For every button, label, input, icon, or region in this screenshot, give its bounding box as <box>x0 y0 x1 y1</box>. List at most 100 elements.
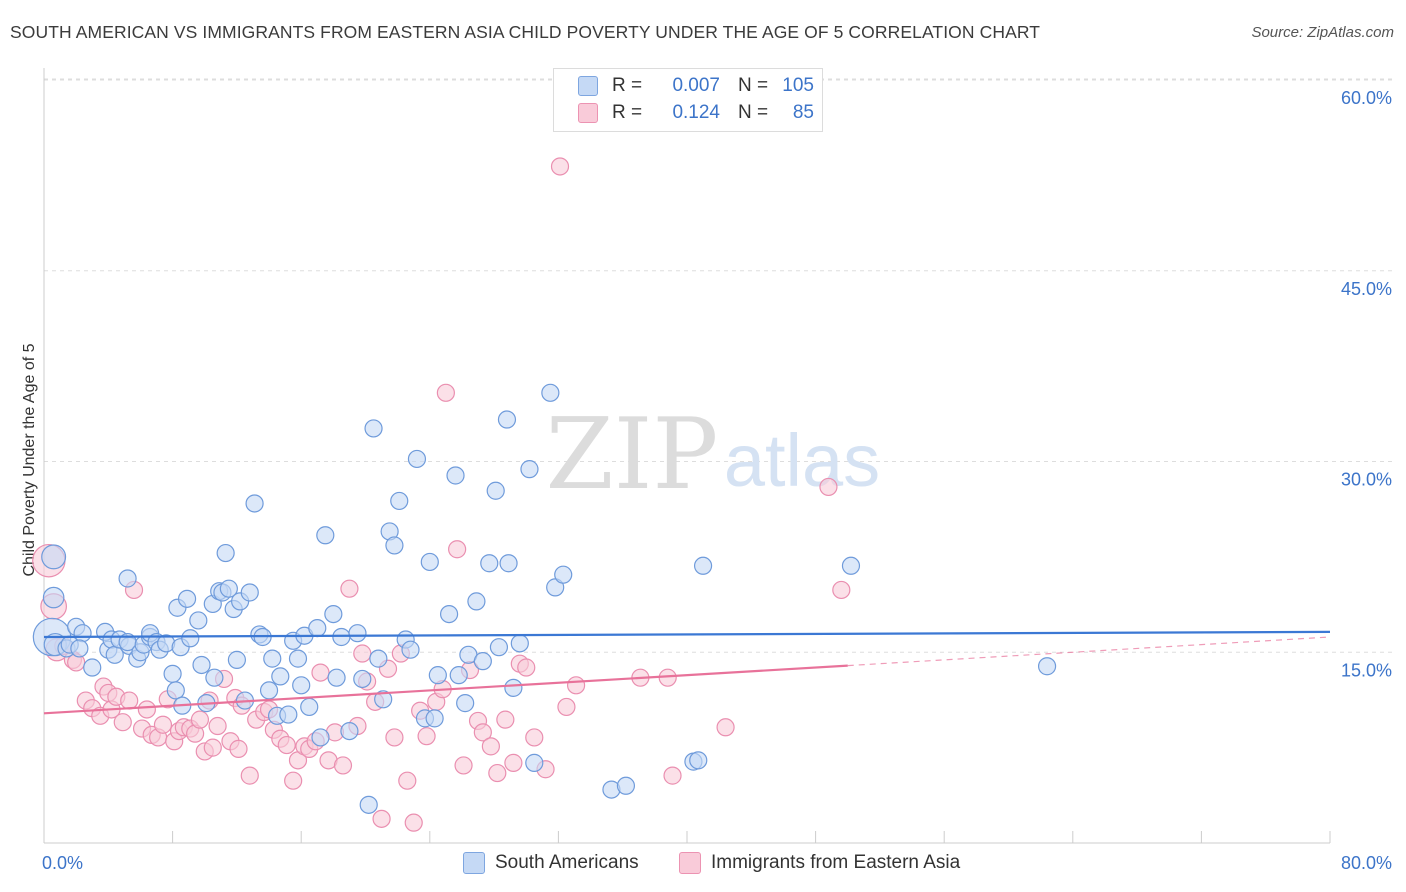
legend-label-eastern-asia: Immigrants from Eastern Asia <box>711 852 961 873</box>
point-south-americans <box>118 569 137 588</box>
point-south-americans <box>510 634 529 653</box>
point-eastern-asia <box>113 713 132 732</box>
point-south-americans <box>841 556 861 575</box>
point-south-americans <box>348 624 367 643</box>
legend-swatch-blue <box>463 852 485 874</box>
point-south-americans <box>288 649 308 668</box>
point-south-americans <box>456 694 475 713</box>
point-south-americans <box>240 583 259 602</box>
point-south-americans <box>541 383 560 402</box>
legend-label-south-americans: South Americans <box>495 852 639 873</box>
point-south-americans <box>499 554 518 573</box>
point-south-americans <box>425 709 444 728</box>
point-eastern-asia <box>240 766 259 785</box>
point-south-americans <box>520 460 539 479</box>
point-south-americans <box>42 586 65 609</box>
trend-line-dashed-1 <box>847 636 1331 667</box>
point-eastern-asia <box>819 477 838 497</box>
point-south-americans <box>300 697 319 717</box>
point-eastern-asia <box>277 735 296 755</box>
point-south-americans <box>420 552 439 572</box>
point-eastern-asia <box>832 580 851 600</box>
point-south-americans <box>369 649 388 668</box>
point-south-americans <box>73 624 92 643</box>
point-south-americans <box>689 751 708 770</box>
legend-item-eastern-asia[interactable]: Immigrants from Eastern Asia <box>679 852 960 874</box>
point-south-americans <box>316 526 335 545</box>
watermark-zip: ZIP <box>546 398 719 512</box>
point-south-americans <box>554 565 573 584</box>
legend-r-value: 0.007 <box>672 75 720 96</box>
point-south-americans <box>259 681 279 700</box>
point-eastern-asia <box>525 728 544 747</box>
point-south-americans <box>271 667 290 686</box>
point-eastern-asia <box>488 763 507 783</box>
x-tick-label-max: 80.0% <box>1341 853 1392 873</box>
point-south-americans <box>166 681 185 700</box>
point-south-americans <box>340 721 359 741</box>
point-eastern-asia <box>550 157 570 176</box>
point-south-americans <box>486 481 505 500</box>
legend-row-eastern-asia: R = 0.124 N = 85 <box>578 101 814 125</box>
point-eastern-asia <box>385 728 404 747</box>
point-eastern-asia <box>208 716 227 736</box>
trend-lines <box>43 630 1331 715</box>
point-eastern-asia <box>284 771 303 790</box>
point-south-americans <box>83 658 102 677</box>
point-south-americans <box>385 536 404 555</box>
point-south-americans <box>390 491 409 511</box>
legend-swatch-pink <box>679 852 701 874</box>
point-south-americans <box>181 629 200 648</box>
point-south-americans <box>480 554 499 573</box>
point-eastern-asia <box>448 540 467 559</box>
point-south-americans <box>332 627 351 647</box>
point-south-americans <box>263 649 282 668</box>
legend-n-value: 85 <box>792 102 814 123</box>
point-eastern-asia <box>496 710 515 729</box>
legend-item-south-americans[interactable]: South Americans <box>463 852 639 874</box>
point-south-americans <box>1037 657 1057 676</box>
y-tick-label: 15.0% <box>1341 660 1392 680</box>
point-eastern-asia <box>454 756 473 775</box>
point-eastern-asia <box>663 766 682 785</box>
point-eastern-asia <box>517 658 536 677</box>
tick-labels: 15.0% 30.0% 45.0% 60.0% 0.0% 80.0% <box>42 88 1392 873</box>
point-eastern-asia <box>120 691 139 710</box>
point-eastern-asia <box>372 809 391 828</box>
legend-r-label: R = <box>612 75 643 96</box>
watermark: ZIP atlas <box>546 398 881 512</box>
point-eastern-asia <box>481 737 500 756</box>
point-south-americans <box>489 638 509 657</box>
point-eastern-asia <box>404 813 423 832</box>
point-south-americans <box>407 449 427 469</box>
point-south-americans <box>473 652 492 671</box>
y-tick-label: 45.0% <box>1341 279 1392 299</box>
point-south-americans <box>616 776 636 795</box>
point-south-americans <box>401 640 420 659</box>
point-south-americans <box>292 676 311 695</box>
point-south-americans <box>70 639 89 658</box>
point-eastern-asia <box>203 738 222 757</box>
legend-swatch-blue <box>578 76 598 96</box>
point-south-americans <box>216 543 235 563</box>
x-tick-label-min: 0.0% <box>42 853 83 873</box>
point-south-americans <box>205 668 224 687</box>
point-eastern-asia <box>333 756 353 775</box>
point-south-americans <box>353 669 372 689</box>
point-eastern-asia <box>557 697 576 717</box>
point-south-americans <box>279 705 298 724</box>
gridlines <box>44 78 1392 653</box>
point-south-americans <box>449 666 468 685</box>
point-eastern-asia <box>190 710 210 729</box>
point-south-americans <box>41 544 67 570</box>
point-eastern-asia <box>473 723 492 742</box>
source-label: Source: ZipAtlas.com <box>1251 24 1394 41</box>
axes <box>43 68 1331 844</box>
y-tick-label: 60.0% <box>1341 88 1392 108</box>
point-south-americans <box>364 419 383 438</box>
point-south-americans <box>177 589 197 608</box>
point-south-americans <box>446 466 465 485</box>
point-eastern-asia <box>417 727 436 746</box>
point-south-americans <box>227 650 246 669</box>
